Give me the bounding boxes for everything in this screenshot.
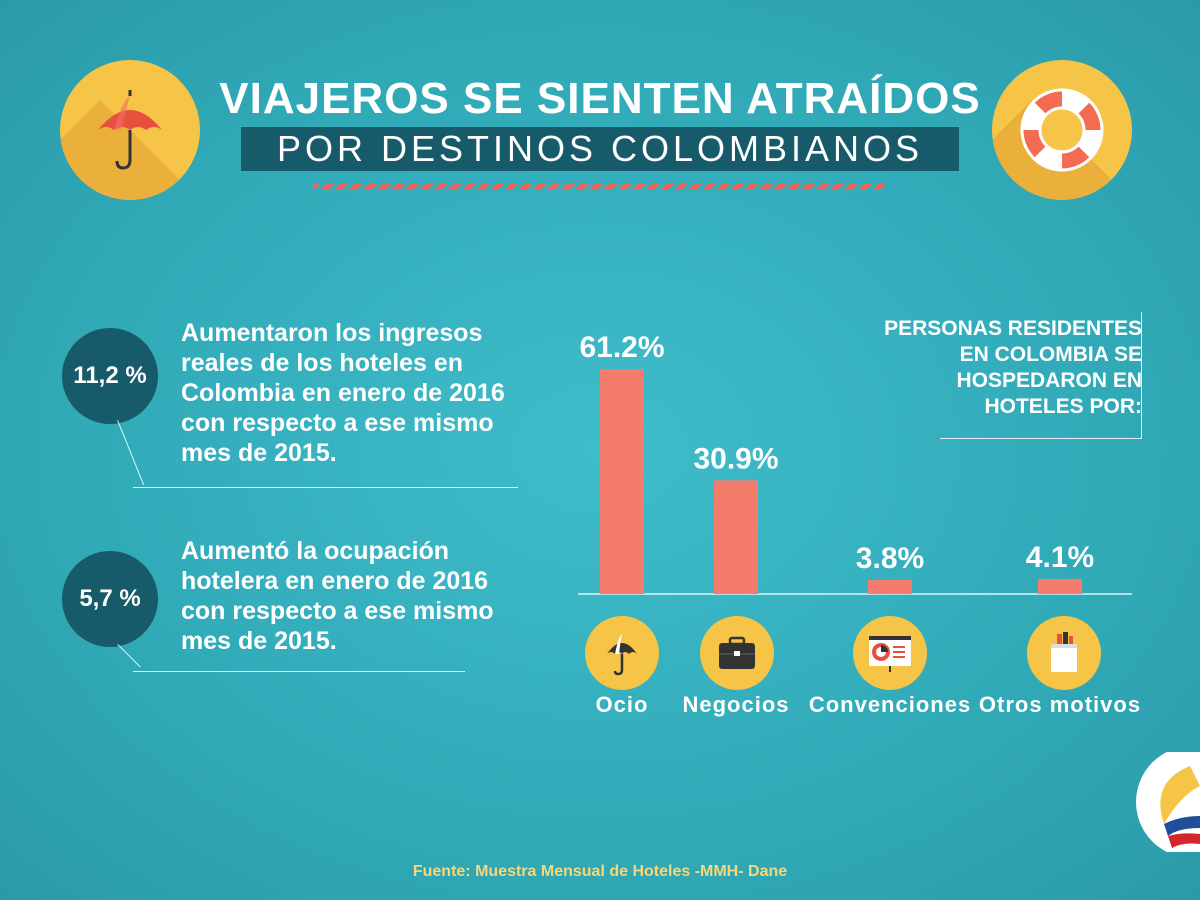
page-subtitle: POR DESTINOS COLOMBIANOS xyxy=(276,128,924,169)
stat-connector xyxy=(117,420,145,486)
bar-otros-motivos xyxy=(1038,578,1082,594)
umbrella-badge-icon xyxy=(60,60,200,200)
bar-convenciones xyxy=(868,580,912,594)
source-note: Fuente: Muestra Mensual de Hoteles -MMH-… xyxy=(412,863,788,880)
bar-value-label: 3.8% xyxy=(856,542,924,575)
briefcase-icon xyxy=(719,636,755,669)
bar-value-label: 4.1% xyxy=(1026,541,1094,574)
convenciones-icon-badge xyxy=(853,616,927,690)
bar-value-label: 61.2% xyxy=(579,331,664,364)
stat-badge: 5,7 % xyxy=(62,551,158,647)
colombia-logo-icon xyxy=(1136,752,1200,852)
legend-border xyxy=(940,438,1142,439)
bar-chart: 61.2% Ocio 30.9% Negocios 3.8% Convenciones 4.… xyxy=(578,331,1141,717)
category-label: Negocios xyxy=(682,692,789,717)
ocio-icon-badge xyxy=(585,616,659,690)
lifebuoy-badge-icon xyxy=(992,60,1132,200)
bar-value-label: 30.9% xyxy=(693,442,778,475)
category-label: Ocio xyxy=(596,692,649,717)
chart-legend: PERSONAS RESIDENTES EN COLOMBIA SE HOSPE… xyxy=(884,317,1142,418)
shopping-bag-icon xyxy=(1051,632,1077,672)
presentation-icon xyxy=(869,636,911,672)
decorative-stripe xyxy=(313,183,885,190)
bar-negocios xyxy=(714,480,758,594)
legend-border xyxy=(1141,312,1142,438)
subtitle-background xyxy=(241,127,959,171)
stat-connector xyxy=(117,644,141,668)
bar-ocio xyxy=(600,369,644,594)
category-label: Otros motivos xyxy=(979,692,1141,717)
stat-description: Aumentó la ocupación hotelera en enero d… xyxy=(181,537,494,655)
umbrella-icon xyxy=(98,90,162,170)
negocios-icon-badge xyxy=(700,616,774,690)
stat-underline xyxy=(133,487,518,488)
umbrella-icon xyxy=(607,634,637,676)
lifebuoy-icon xyxy=(1020,88,1104,172)
page-title: VIAJEROS SE SIENTEN ATRAÍDOS xyxy=(219,74,981,123)
stat-badge: 11,2 % xyxy=(62,328,158,424)
category-label: Convenciones xyxy=(809,692,971,717)
stat-underline xyxy=(133,671,465,672)
otros-icon-badge xyxy=(1027,616,1101,690)
stat-description: Aumentaron los ingresos reales de los ho… xyxy=(181,319,505,467)
